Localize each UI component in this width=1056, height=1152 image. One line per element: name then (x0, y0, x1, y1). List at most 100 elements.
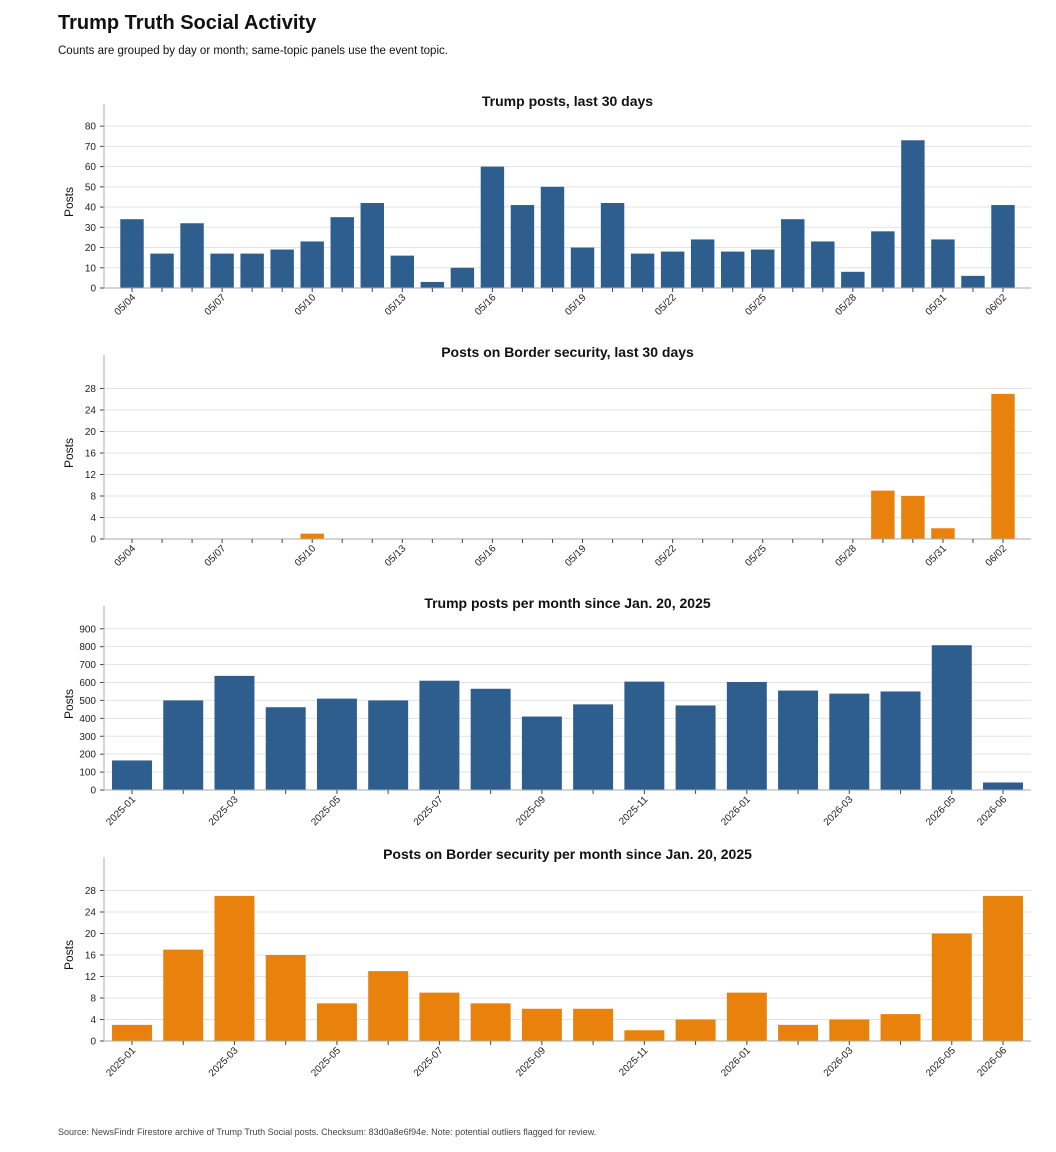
bar (368, 700, 409, 790)
y-tick-label: 200 (79, 750, 96, 761)
x-tick-label: 2025-09 (514, 1045, 548, 1079)
x-tick-label: 05/07 (203, 292, 229, 318)
y-tick-label: 60 (85, 162, 97, 173)
bar (778, 1024, 819, 1041)
bar (778, 690, 819, 790)
y-tick-label: 0 (90, 535, 96, 546)
bar (521, 716, 562, 790)
page-title: Trump Truth Social Activity (58, 12, 317, 34)
bar (419, 992, 460, 1041)
bar (600, 203, 625, 288)
bar (270, 249, 294, 288)
bar (265, 955, 306, 1041)
bar (540, 186, 565, 288)
x-tick-label: 2025-07 (412, 1045, 446, 1079)
y-tick-label: 300 (79, 732, 96, 743)
x-tick-label: 2026-06 (975, 1045, 1009, 1079)
chart-title: Posts on Border security, last 30 days (441, 344, 694, 360)
bar (573, 704, 614, 790)
x-tick-label: 05/13 (383, 292, 409, 318)
x-tick-label: 2026-05 (924, 794, 958, 828)
bar (360, 203, 384, 288)
page-subtitle: Counts are grouped by day or month; same… (58, 45, 448, 57)
x-tick-label: 2026-03 (822, 1045, 856, 1079)
bar (983, 782, 1023, 790)
x-tick-label: 2025-01 (104, 1045, 138, 1079)
bar (660, 251, 685, 288)
y-tick-label: 30 (85, 223, 97, 234)
bar (829, 1019, 870, 1041)
y-tick-label: 600 (79, 678, 96, 689)
bar (690, 239, 715, 288)
bar (573, 1008, 614, 1041)
bar (300, 241, 324, 288)
bar (419, 680, 460, 790)
x-tick-label: 2025-07 (412, 794, 446, 828)
x-tick-label: 05/28 (833, 543, 859, 569)
bar (841, 271, 865, 288)
x-tick-label: 05/04 (113, 292, 139, 318)
x-tick-label: 05/16 (473, 543, 499, 569)
y-axis-label: Posts (62, 689, 76, 719)
bar (931, 645, 972, 790)
bar (390, 255, 415, 288)
x-tick-label: 05/25 (743, 292, 769, 318)
chart-title: Trump posts, last 30 days (482, 93, 653, 109)
x-tick-label: 05/22 (653, 543, 679, 569)
x-tick-label: 05/19 (563, 292, 589, 318)
bar (330, 217, 354, 288)
x-tick-label: 05/31 (924, 292, 950, 318)
y-tick-label: 0 (90, 1037, 96, 1048)
x-tick-label: 05/31 (924, 543, 950, 569)
bar (931, 528, 955, 539)
bar (726, 681, 767, 790)
x-tick-label: 2026-05 (924, 1045, 958, 1079)
bar (880, 691, 921, 790)
y-tick-label: 0 (90, 284, 96, 295)
bar (150, 253, 174, 288)
y-tick-label: 16 (85, 449, 97, 460)
chart-daily-posts: Trump posts, last 30 days 0 10 20 30 40 50 60 70… (62, 93, 1031, 318)
bar (265, 707, 306, 790)
y-axis-label: Posts (62, 438, 76, 468)
y-tick-label: 70 (85, 142, 97, 153)
y-tick-label: 20 (85, 929, 97, 940)
bar (368, 971, 409, 1041)
bar (112, 1024, 152, 1041)
bar (521, 1008, 562, 1041)
y-tick-label: 800 (79, 642, 96, 653)
x-tick-label: 05/22 (653, 292, 679, 318)
bar (931, 933, 972, 1041)
y-tick-label: 20 (85, 427, 97, 438)
x-tick-label: 2026-01 (719, 1045, 753, 1079)
y-tick-label: 100 (79, 768, 96, 779)
y-tick-label: 24 (85, 908, 97, 919)
y-tick-label: 0 (90, 786, 96, 797)
bar (316, 1003, 357, 1041)
x-tick-label: 2025-11 (617, 1045, 651, 1079)
chart-title: Trump posts per month since Jan. 20, 202… (424, 595, 711, 611)
x-tick-label: 2025-03 (207, 794, 241, 828)
x-tick-label: 2025-05 (309, 1045, 343, 1079)
x-tick-label: 2025-11 (617, 794, 651, 828)
bar (480, 166, 505, 288)
bar (871, 231, 895, 288)
bar (180, 223, 204, 288)
bar (726, 992, 767, 1041)
bar (624, 1030, 665, 1041)
bar (901, 496, 925, 539)
bar (630, 253, 655, 288)
bar (112, 760, 152, 790)
bar (991, 393, 1015, 539)
y-axis-label: Posts (62, 187, 76, 217)
x-tick-label: 05/19 (563, 543, 589, 569)
y-tick-label: 10 (85, 263, 97, 274)
y-tick-label: 8 (90, 492, 96, 503)
y-tick-label: 4 (90, 513, 96, 524)
bar (420, 281, 445, 288)
x-tick-label: 2026-01 (719, 794, 753, 828)
y-tick-label: 28 (85, 384, 97, 395)
bar (470, 688, 511, 790)
bar (901, 140, 925, 288)
bar (829, 693, 870, 790)
